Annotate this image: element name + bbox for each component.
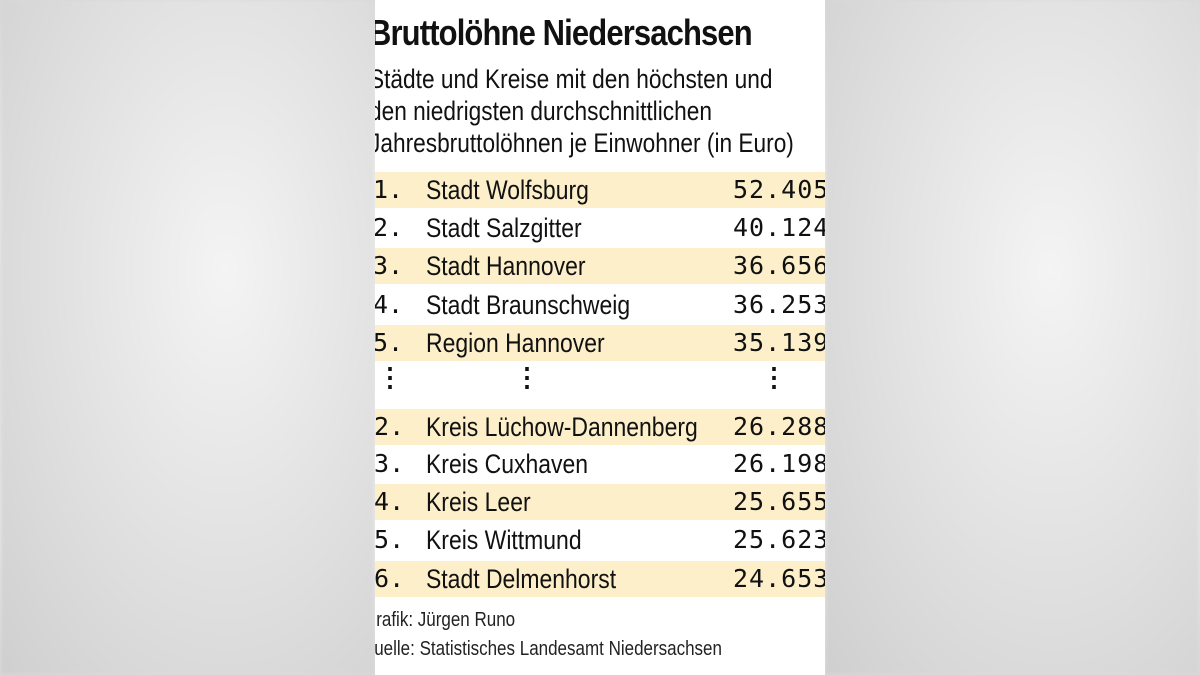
subtitle-line: Städte und Kreise mit den höchsten und	[375, 64, 773, 94]
wage-value: 24.653	[733, 564, 825, 593]
wage-value: 35.139	[733, 328, 825, 357]
subtitle-line: den niedrigsten durchschnittlichen	[375, 96, 712, 126]
rank: 43.	[375, 449, 405, 478]
infographic-title: Bruttolöhne Niedersachsen	[375, 12, 753, 53]
rank: 42.	[375, 412, 405, 441]
rank: 46.	[375, 564, 405, 593]
rank: 5.	[375, 328, 404, 357]
ellipsis: ⋮	[514, 362, 540, 392]
region-name: Stadt Salzgitter	[426, 213, 582, 243]
region-name: Stadt Delmenhorst	[426, 564, 617, 594]
ellipsis: ⋮	[761, 362, 787, 392]
region-name: Stadt Wolfsburg	[426, 175, 589, 205]
rank: 3.	[375, 251, 404, 280]
wage-value: 36.253	[733, 290, 825, 319]
table-row: 5. Region Hannover 35.139	[375, 325, 825, 361]
region-name: Kreis Cuxhaven	[426, 449, 589, 479]
subtitle-line: Jahresbruttolöhnen je Einwohner (in Euro…	[375, 128, 794, 158]
table-row: 44. Kreis Leer 25.655	[375, 484, 825, 520]
rank: 2.	[375, 213, 404, 242]
table-row: 43. Kreis Cuxhaven 26.198	[375, 446, 825, 482]
rank: 44.	[375, 487, 405, 516]
table-row: 2. Stadt Salzgitter 40.124	[375, 210, 825, 246]
wage-value: 26.288	[733, 412, 825, 441]
region-name: Kreis Wittmund	[426, 525, 582, 555]
table-row: 1. Stadt Wolfsburg 52.405	[375, 172, 825, 208]
blurred-background-right	[825, 0, 1200, 675]
wage-value: 52.405	[733, 175, 825, 204]
table-row: 3. Stadt Hannover 36.656	[375, 248, 825, 284]
infographic: Bruttolöhne Niedersachsen Städte und Kre…	[375, 0, 825, 675]
graphic-credit: Grafik: Jürgen Runo	[375, 609, 516, 631]
table-row: 4. Stadt Braunschweig 36.253	[375, 287, 825, 323]
wage-value: 26.198	[733, 449, 825, 478]
region-name: Stadt Hannover	[426, 251, 586, 281]
wage-value: 25.655	[733, 487, 825, 516]
region-name: Region Hannover	[426, 328, 605, 358]
wage-value: 40.124	[733, 213, 825, 242]
wage-value: 36.656	[733, 251, 825, 280]
source-note: Quelle: Statistisches Landesamt Niedersa…	[375, 638, 722, 660]
table-row: 45. Kreis Wittmund 25.623	[375, 522, 825, 558]
ellipsis: ⋮	[377, 362, 403, 392]
rank: 1.	[375, 175, 404, 204]
rank: 45.	[375, 525, 405, 554]
region-name: Kreis Leer	[426, 487, 531, 517]
region-name: Stadt Braunschweig	[426, 290, 631, 320]
table-row: 46. Stadt Delmenhorst 24.653	[375, 561, 825, 597]
wage-value: 25.623	[733, 525, 825, 554]
region-name: Kreis Lüchow-Dannenberg	[426, 412, 698, 442]
table-row: 42. Kreis Lüchow-Dannenberg 26.288	[375, 409, 825, 445]
rank: 4.	[375, 290, 404, 319]
blurred-background-left	[0, 0, 375, 675]
